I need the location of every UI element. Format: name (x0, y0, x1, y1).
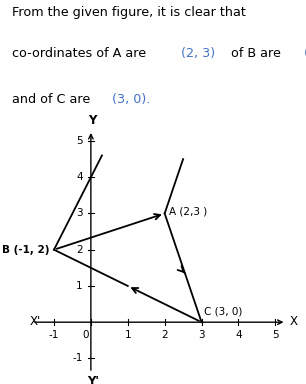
Text: 3: 3 (198, 330, 205, 340)
Text: (2, 3): (2, 3) (181, 47, 215, 60)
Text: Y: Y (88, 114, 97, 127)
Text: and of C are: and of C are (12, 93, 95, 106)
Text: X: X (289, 315, 297, 328)
Text: X': X' (30, 315, 41, 328)
Text: 5: 5 (272, 330, 279, 340)
Text: From the given figure, it is clear that: From the given figure, it is clear that (12, 6, 246, 19)
Text: of B are: of B are (227, 47, 285, 60)
Text: 4: 4 (235, 330, 242, 340)
Text: 5: 5 (76, 136, 83, 146)
Text: 3: 3 (76, 209, 83, 218)
Text: C (3, 0): C (3, 0) (204, 307, 243, 317)
Text: 0: 0 (82, 330, 89, 340)
Text: Y': Y' (87, 375, 99, 384)
Text: 1: 1 (76, 281, 83, 291)
Text: (3, 0).: (3, 0). (112, 93, 150, 106)
Text: 2: 2 (161, 330, 168, 340)
Text: A (2,3 ): A (2,3 ) (169, 207, 207, 217)
Text: 4: 4 (76, 172, 83, 182)
Text: co-ordinates of A are: co-ordinates of A are (12, 47, 150, 60)
Text: -1: -1 (73, 353, 83, 363)
Text: -1: -1 (49, 330, 59, 340)
Text: 2: 2 (76, 245, 83, 255)
Text: (-1, 2): (-1, 2) (304, 47, 306, 60)
Text: B (-1, 2): B (-1, 2) (2, 245, 50, 255)
Text: 1: 1 (125, 330, 131, 340)
